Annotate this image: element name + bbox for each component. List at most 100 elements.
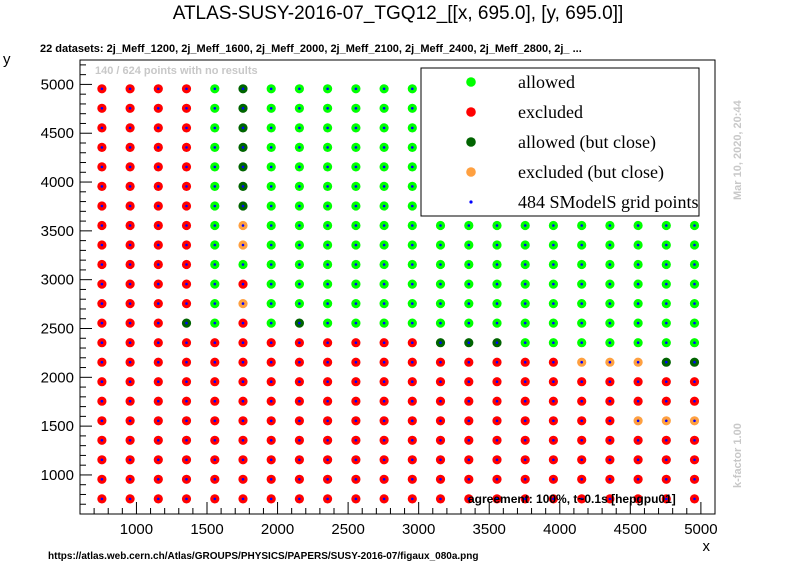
grid-point-marker [326, 282, 329, 286]
grid-point-marker [382, 263, 386, 266]
grid-point-marker [269, 165, 273, 169]
grid-point-marker [665, 399, 668, 403]
grid-point-marker [185, 263, 188, 266]
grid-point-marker [157, 360, 160, 364]
grid-point-marker [185, 497, 188, 501]
grid-point-marker [608, 458, 612, 462]
grid-point-marker [552, 478, 555, 481]
grid-point-marker [269, 126, 273, 130]
grid-point-marker [354, 204, 358, 208]
grid-point-marker [185, 282, 188, 286]
grid-point-marker [213, 204, 217, 208]
grid-point-marker [382, 302, 386, 305]
grid-point-marker [241, 419, 245, 423]
grid-point-marker [411, 497, 414, 501]
grid-point-marker [636, 399, 640, 403]
grid-point-marker [157, 185, 160, 188]
grid-point-marker [693, 243, 696, 247]
grid-point-marker [157, 321, 160, 325]
grid-point-marker [382, 321, 386, 325]
grid-point-marker [580, 399, 583, 403]
grid-point-marker [467, 341, 471, 345]
grid-point-marker [411, 360, 414, 364]
grid-point-marker [354, 478, 358, 481]
grid-point-marker [382, 497, 386, 501]
grid-point-marker [213, 302, 217, 305]
grid-point-marker [241, 380, 245, 384]
grid-point-marker [411, 107, 414, 110]
y-tick-label: 3000 [41, 272, 74, 289]
grid-point-marker [185, 419, 188, 423]
grid-point-marker [185, 321, 188, 325]
grid-point-marker [354, 399, 358, 403]
grid-point-marker [382, 282, 386, 286]
grid-point-marker [354, 321, 358, 325]
grid-point-marker [608, 224, 612, 227]
grid-point-marker [523, 282, 527, 286]
grid-point-marker [298, 399, 301, 403]
grid-point-marker [326, 478, 329, 481]
y-tick-label: 5000 [41, 76, 74, 93]
legend-label-grid-point: 484 SModelS grid points [518, 192, 699, 212]
grid-point-marker [580, 282, 583, 286]
grid-point-marker [636, 341, 640, 345]
grid-point-marker [608, 497, 612, 501]
grid-point-marker [495, 224, 499, 227]
grid-point-marker [298, 126, 301, 130]
grid-point-marker [354, 380, 358, 384]
grid-point-marker [241, 399, 245, 403]
grid-point-marker [354, 243, 358, 247]
grid-point-marker [298, 439, 301, 442]
grid-point-marker [128, 204, 132, 208]
grid-point-marker [269, 399, 273, 403]
grid-point-marker [608, 360, 612, 364]
grid-point-marker [326, 302, 329, 305]
grid-point-marker [382, 146, 386, 149]
grid-point-marker [128, 380, 132, 384]
grid-point-marker [298, 263, 301, 266]
grid-point-marker [411, 321, 414, 325]
grid-point-marker [411, 419, 414, 423]
grid-point-marker [411, 87, 414, 91]
source-url: https://atlas.web.cern.ch/Atlas/GROUPS/P… [48, 551, 479, 562]
grid-point-marker [608, 399, 612, 403]
grid-point-marker [411, 439, 414, 442]
grid-point-marker [157, 399, 160, 403]
grid-point-marker [269, 146, 273, 149]
grid-point-marker [128, 243, 132, 247]
grid-point-marker [665, 360, 668, 364]
grid-point-marker [552, 458, 555, 462]
grid-point-marker [665, 282, 668, 286]
grid-point-marker [552, 302, 555, 305]
grid-point-marker [636, 458, 640, 462]
grid-point-marker [608, 478, 612, 481]
grid-point-marker [552, 282, 555, 286]
grid-point-marker [665, 302, 668, 305]
grid-point-marker [185, 380, 188, 384]
grid-point-marker [411, 146, 414, 149]
grid-point-marker [100, 399, 104, 403]
grid-point-marker [382, 341, 386, 345]
grid-point-marker [298, 478, 301, 481]
grid-point-marker [382, 458, 386, 462]
grid-point-marker [326, 146, 329, 149]
grid-point-marker [213, 263, 217, 266]
grid-point-marker [495, 302, 499, 305]
legend-label-allowed: allowed [518, 72, 575, 92]
grid-point-marker [636, 419, 640, 423]
grid-point-marker [298, 380, 301, 384]
grid-point-marker [439, 478, 442, 481]
grid-point-marker [241, 282, 245, 286]
grid-point-marker [523, 399, 527, 403]
grid-point-marker [326, 224, 329, 227]
grid-point-marker [580, 380, 583, 384]
grid-point-marker [495, 282, 499, 286]
grid-point-marker [298, 321, 301, 325]
grid-point-marker [382, 399, 386, 403]
grid-point-marker [100, 126, 104, 130]
grid-point-marker [608, 341, 612, 345]
grid-point-marker [580, 243, 583, 247]
grid-point-marker [580, 224, 583, 227]
grid-point-marker [185, 185, 188, 188]
